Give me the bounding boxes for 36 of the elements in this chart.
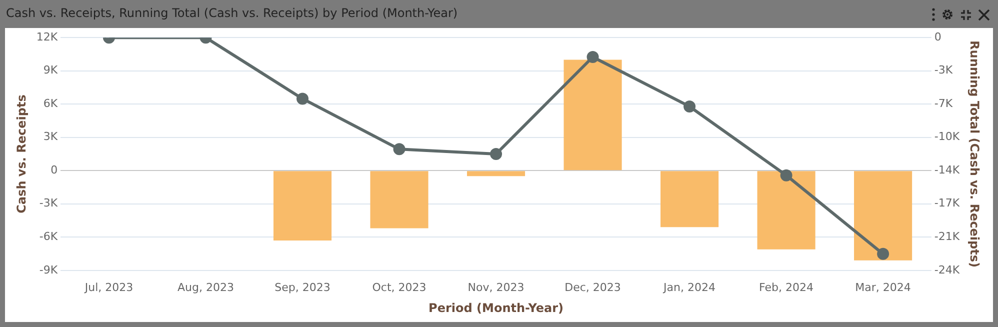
- y2-tick-label: -7K: [934, 96, 954, 110]
- y2-tick-label: -14K: [934, 163, 960, 176]
- chart-title: Cash vs. Receipts, Running Total (Cash vs. Receipts) by Period (Month-Year): [6, 6, 458, 20]
- point: [490, 148, 502, 160]
- y-tick-label: -6K: [39, 230, 58, 243]
- x-tick-label: Aug, 2023: [178, 280, 234, 294]
- point: [296, 92, 308, 105]
- y2-tick-label: -3K: [934, 64, 954, 77]
- y-axis-title: Cash vs. Receipts: [14, 94, 28, 214]
- y-tick-label: -3K: [39, 196, 58, 210]
- point: [586, 51, 599, 63]
- x-tick-label: Jan, 2024: [662, 280, 716, 294]
- x-axis-title: Period (Month-Year): [428, 300, 564, 315]
- x-tick-label: Sep, 2023: [274, 280, 330, 294]
- point: [877, 248, 890, 260]
- x-tick-label: Nov, 2023: [468, 280, 524, 294]
- x-tick-label: Jul, 2023: [84, 280, 134, 294]
- y-tick-label: 9K: [43, 64, 58, 77]
- y-tick-label: 0: [50, 163, 58, 176]
- y-tick-label: 3K: [43, 130, 58, 144]
- y2-tick-label: 0: [934, 30, 942, 44]
- y2-tick-label: -21K: [934, 230, 960, 243]
- x-tick-label: Feb, 2024: [759, 280, 814, 294]
- y2-tick-label: -24K: [934, 263, 960, 276]
- y2-tick-label: -17K: [934, 196, 960, 210]
- y-tick-label: 12K: [36, 30, 58, 44]
- y2-axis-title: Running Total (Cash vs. Receipts): [968, 40, 982, 268]
- y-tick-label: -9K: [39, 263, 58, 276]
- y2-tick-label: -10K: [934, 130, 960, 144]
- x-tick-label: Dec, 2023: [564, 280, 621, 294]
- x-tick-label: Oct, 2023: [372, 280, 426, 294]
- point: [393, 143, 406, 156]
- point: [684, 100, 696, 112]
- x-tick-label: Mar, 2024: [855, 280, 911, 294]
- y-tick-label: 6K: [43, 96, 58, 110]
- point: [780, 169, 792, 182]
